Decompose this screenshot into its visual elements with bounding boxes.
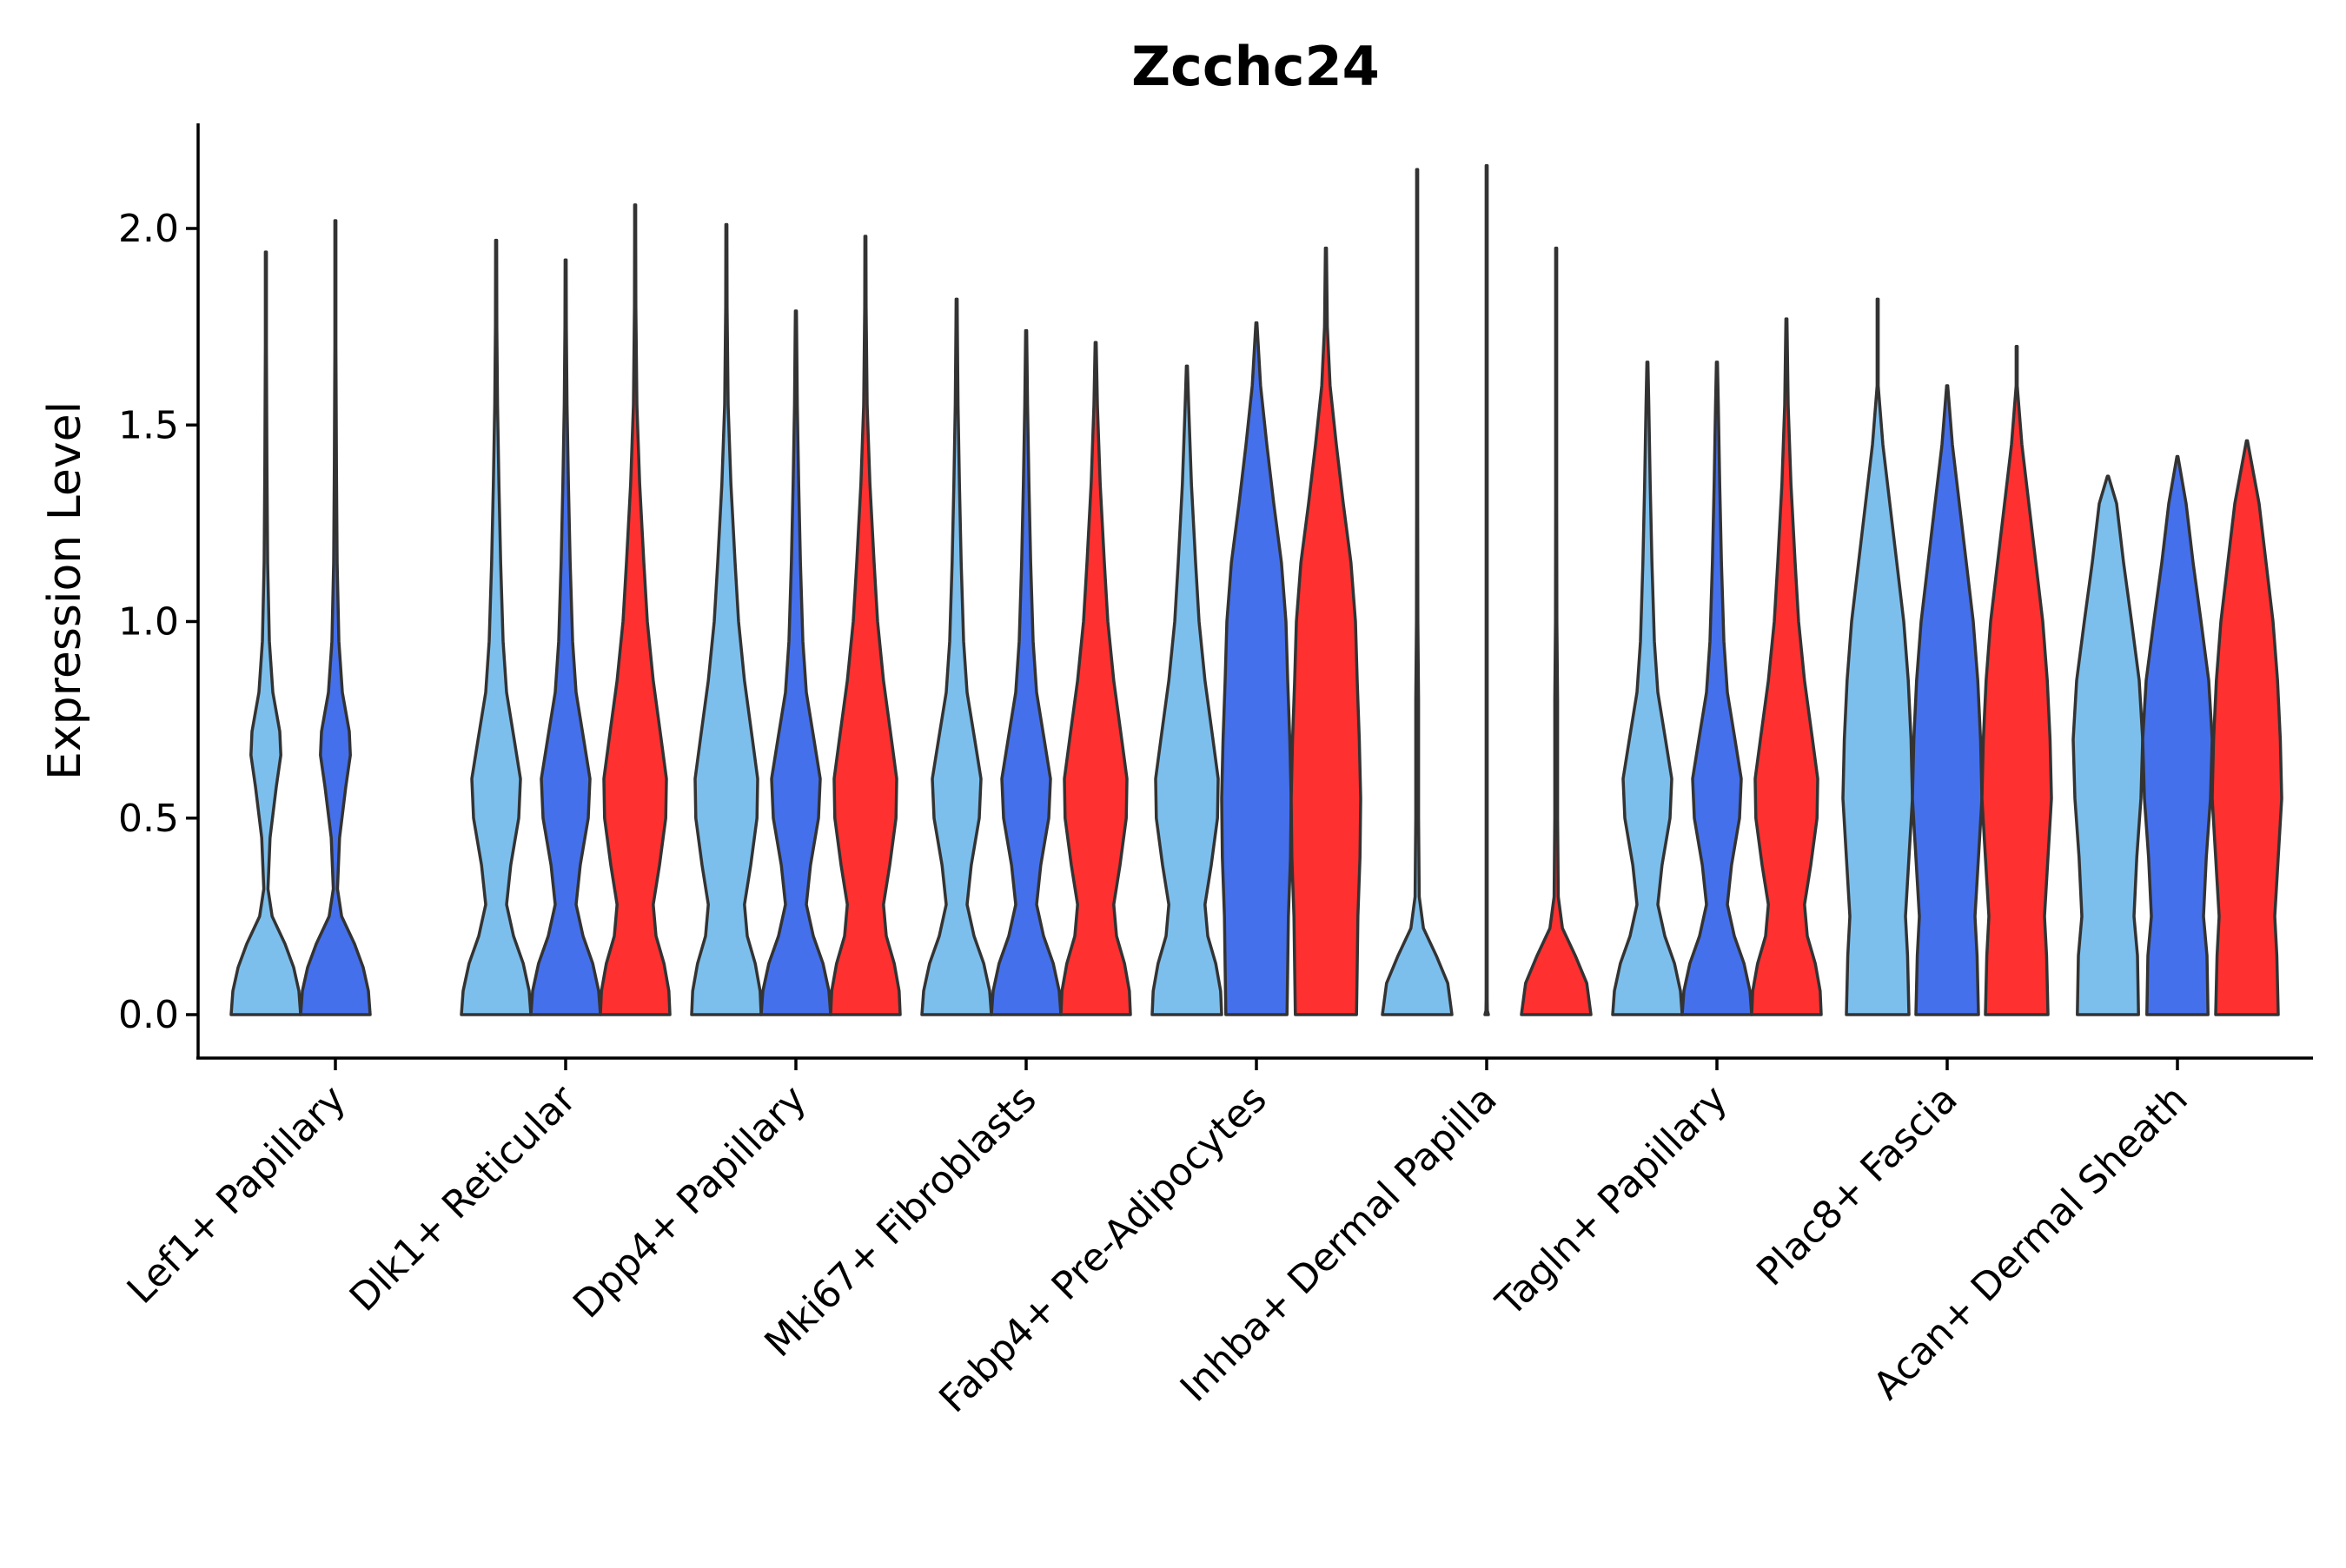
violin-group2 [759,309,832,1016]
violin-group3 [829,235,902,1016]
x-tick-label: Plac8+ Fascia [1748,1077,1966,1295]
axes [196,123,2313,1060]
x-tick-label: Lef1+ Papillary [119,1077,355,1313]
y-ticks: 0.0 0.5 1.0 1.5 2.0 [118,207,198,1037]
violin-group3 [1520,246,1593,1016]
chart-title: Zcchc24 [1131,35,1380,98]
violin-group2 [2141,454,2214,1016]
y-tick-label: 1.0 [118,600,179,645]
violin-group2 [299,219,372,1016]
violin-group2 [1483,163,1490,1016]
x-tick-label: Dlk1+ Reticular [341,1076,586,1320]
violin-group2 [1911,384,1984,1016]
y-tick-label: 0.0 [118,993,179,1037]
x-tick-label: Tagln+ Papillary [1488,1077,1736,1326]
violin-group1 [690,222,763,1016]
violin-group3 [1289,246,1362,1016]
violin-group1 [229,250,302,1016]
violin-group1 [1841,297,1914,1016]
y-tick-label: 1.5 [118,403,179,447]
x-tick-label: Dpp4+ Papillary [565,1077,815,1327]
violin-group2 [990,328,1063,1016]
violin-group3 [599,203,672,1016]
violin-group3 [1980,345,2053,1016]
violin-group2 [1220,321,1293,1016]
violin-group3 [2210,439,2283,1016]
violin-group1 [460,238,533,1016]
violin-group2 [1680,361,1753,1016]
y-tick-label: 2.0 [118,207,179,251]
violin-group3 [1750,317,1823,1016]
violin-group [229,163,2283,1016]
violin-group1 [2071,474,2144,1016]
y-tick-label: 0.5 [118,797,179,841]
violin-group2 [529,258,602,1016]
violin-group1 [1381,168,1454,1016]
y-axis-label: Expression Level [39,401,91,780]
violin-group1 [1150,364,1223,1016]
violin-group1 [1611,361,1684,1016]
violin-group1 [920,297,993,1016]
violin-group3 [1059,341,1132,1016]
